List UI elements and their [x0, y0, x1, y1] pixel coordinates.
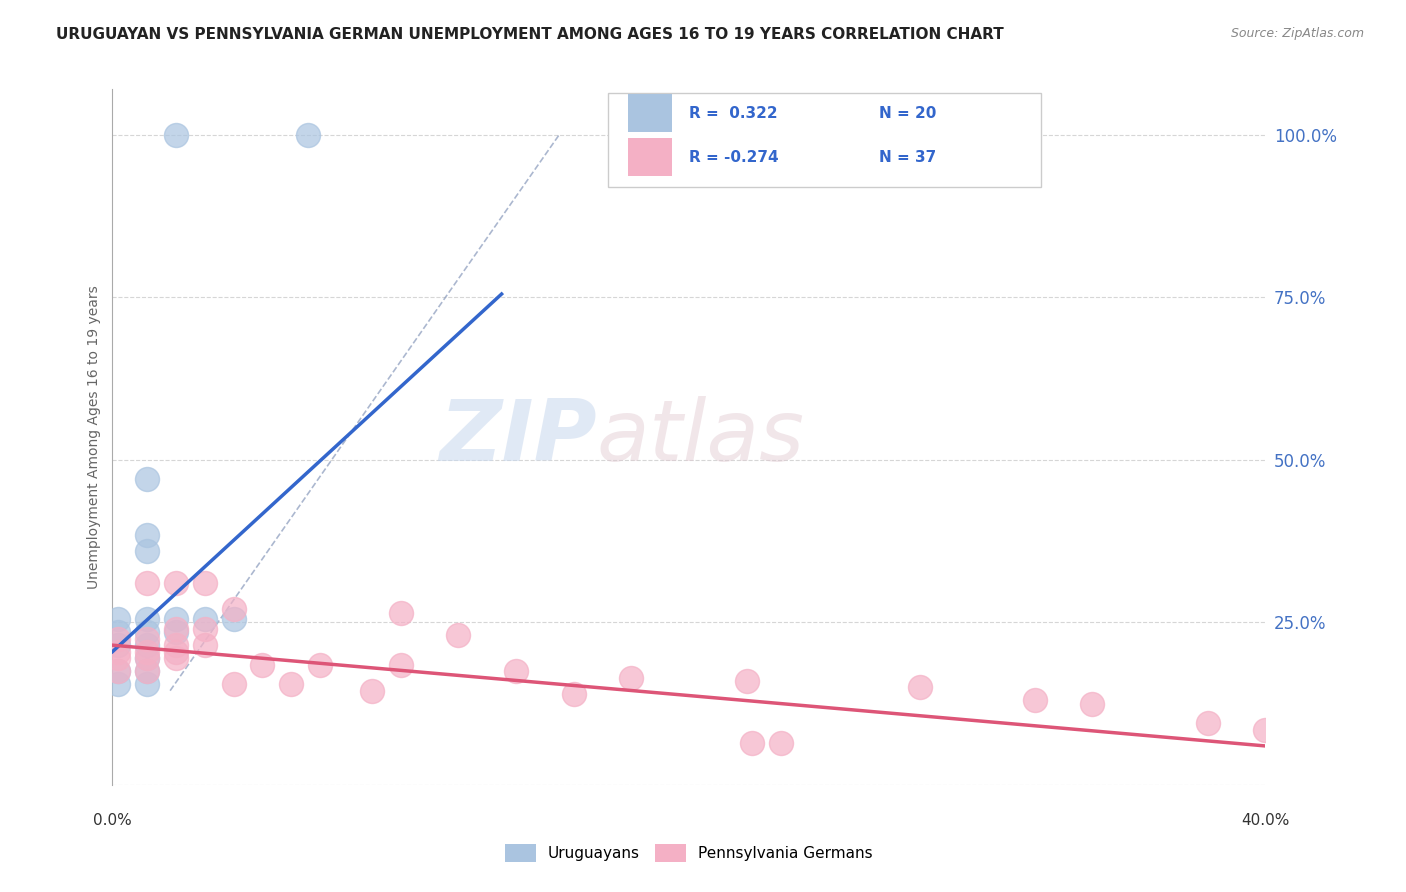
Point — [165, 625, 187, 640]
Point — [136, 527, 159, 541]
Point — [389, 606, 412, 620]
FancyBboxPatch shape — [628, 137, 672, 176]
Point — [165, 576, 187, 591]
Point — [309, 657, 332, 672]
Point — [107, 612, 129, 626]
Point — [360, 683, 382, 698]
Point — [620, 671, 643, 685]
Text: N = 37: N = 37 — [879, 150, 936, 164]
Point — [165, 622, 187, 636]
Point — [194, 622, 217, 636]
Point — [297, 128, 319, 142]
Point — [107, 677, 129, 691]
Point — [136, 651, 159, 665]
Text: URUGUAYAN VS PENNSYLVANIA GERMAN UNEMPLOYMENT AMONG AGES 16 TO 19 YEARS CORRELAT: URUGUAYAN VS PENNSYLVANIA GERMAN UNEMPLO… — [56, 27, 1004, 42]
Point — [280, 677, 302, 691]
Point — [770, 736, 793, 750]
Point — [165, 645, 187, 659]
Point — [136, 632, 159, 646]
Text: atlas: atlas — [596, 395, 804, 479]
Point — [1024, 693, 1046, 707]
Point — [136, 544, 159, 558]
Point — [107, 625, 129, 640]
Point — [136, 638, 159, 652]
Point — [447, 628, 470, 642]
Point — [1254, 723, 1277, 737]
Point — [136, 677, 159, 691]
Point — [107, 645, 129, 659]
FancyBboxPatch shape — [628, 94, 672, 132]
Point — [136, 625, 159, 640]
Text: N = 20: N = 20 — [879, 106, 936, 121]
Point — [194, 576, 217, 591]
Point — [107, 632, 129, 646]
Point — [136, 651, 159, 665]
Text: Source: ZipAtlas.com: Source: ZipAtlas.com — [1230, 27, 1364, 40]
Point — [165, 128, 187, 142]
Point — [165, 612, 187, 626]
Point — [1081, 697, 1104, 711]
Legend: Uruguayans, Pennsylvania Germans: Uruguayans, Pennsylvania Germans — [499, 838, 879, 868]
Point — [165, 651, 187, 665]
Point — [562, 687, 585, 701]
Point — [136, 664, 159, 678]
Point — [908, 681, 931, 695]
Point — [222, 677, 245, 691]
Point — [222, 612, 245, 626]
Point — [107, 638, 129, 652]
Point — [107, 651, 129, 665]
FancyBboxPatch shape — [609, 93, 1040, 186]
Text: R =  0.322: R = 0.322 — [689, 106, 778, 121]
Point — [222, 602, 245, 616]
Point — [165, 638, 187, 652]
Point — [136, 645, 159, 659]
Point — [107, 664, 129, 678]
Y-axis label: Unemployment Among Ages 16 to 19 years: Unemployment Among Ages 16 to 19 years — [87, 285, 101, 589]
Point — [194, 638, 217, 652]
Text: 40.0%: 40.0% — [1241, 814, 1289, 828]
Text: 0.0%: 0.0% — [93, 814, 132, 828]
Point — [252, 657, 274, 672]
Text: ZIP: ZIP — [439, 395, 596, 479]
Point — [735, 673, 758, 688]
Point — [505, 664, 527, 678]
Point — [741, 736, 763, 750]
Point — [136, 612, 159, 626]
Point — [136, 664, 159, 678]
Point — [136, 472, 159, 486]
Point — [194, 612, 217, 626]
Point — [107, 664, 129, 678]
Point — [136, 576, 159, 591]
Point — [389, 657, 412, 672]
Text: R = -0.274: R = -0.274 — [689, 150, 779, 164]
Point — [1197, 716, 1219, 731]
